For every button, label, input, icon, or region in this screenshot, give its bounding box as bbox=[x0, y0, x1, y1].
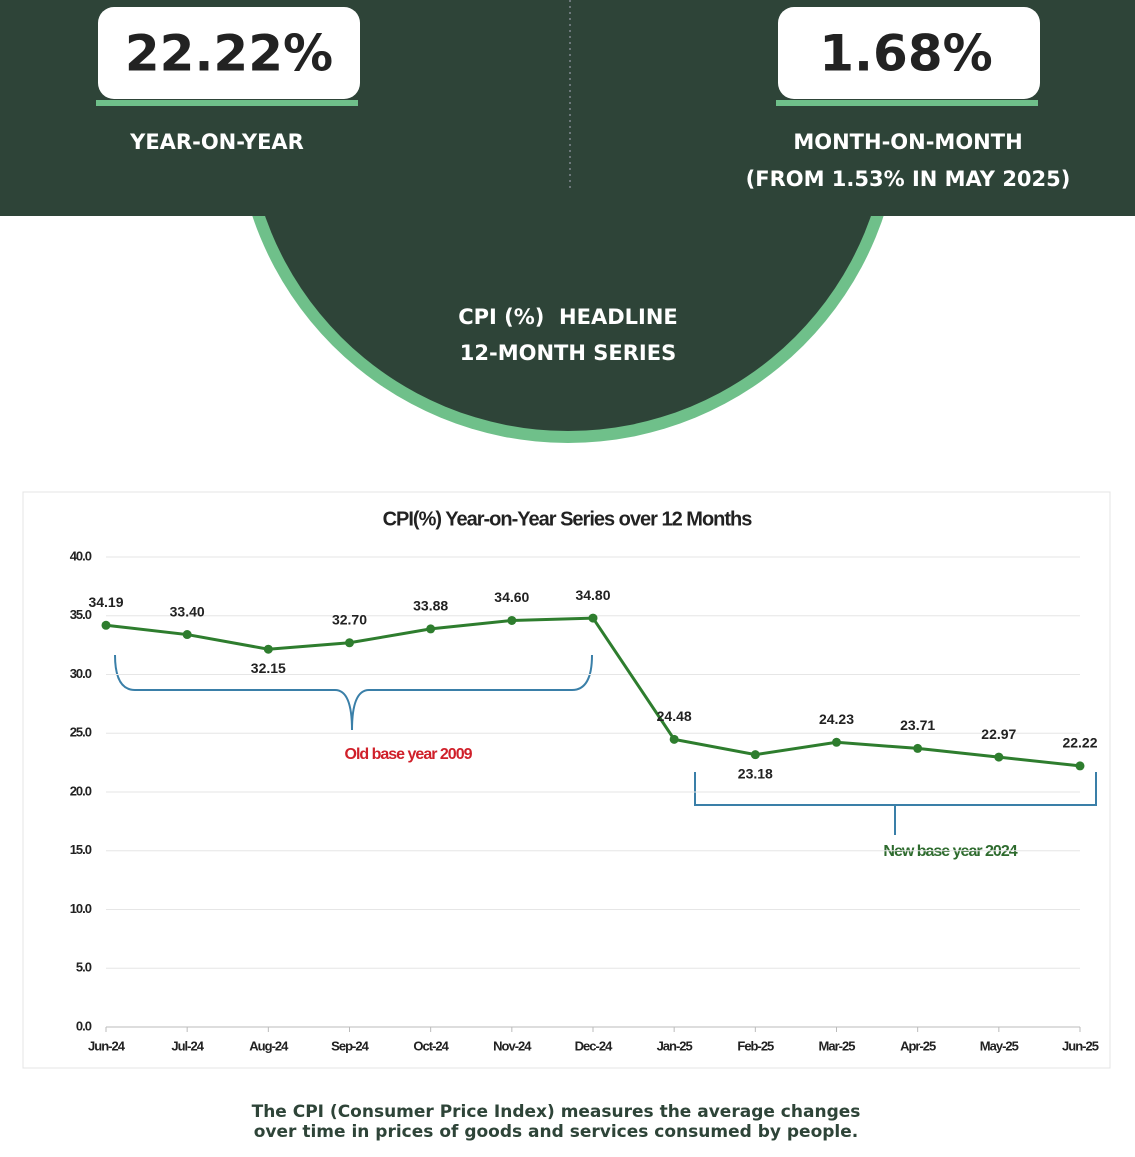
data-label: 32.15 bbox=[251, 660, 286, 676]
old-bracket bbox=[114, 654, 593, 731]
data-label: 22.97 bbox=[981, 726, 1016, 742]
x-tick-label: Feb-25 bbox=[737, 1038, 774, 1053]
point bbox=[1075, 761, 1085, 771]
data-label: 24.48 bbox=[657, 708, 692, 724]
y-tick-label: 10.0 bbox=[70, 901, 92, 916]
y-tick-label: 40.0 bbox=[70, 548, 92, 563]
footer-text: over time in prices of goods and service… bbox=[254, 1122, 859, 1142]
data-label: 34.19 bbox=[88, 594, 123, 610]
point bbox=[669, 734, 679, 744]
point bbox=[101, 620, 111, 630]
yoy-underline bbox=[96, 100, 358, 106]
y-tick-label: 0.0 bbox=[76, 1018, 92, 1033]
yoy-box bbox=[98, 7, 360, 99]
x-tick-label: Aug-24 bbox=[249, 1038, 289, 1053]
point bbox=[345, 638, 354, 648]
data-label: 34.60 bbox=[494, 589, 529, 605]
y-tick-label: 20.0 bbox=[70, 783, 92, 798]
point bbox=[832, 737, 841, 747]
annotation: New base year 2024 bbox=[883, 843, 1017, 860]
y-tick-label: 35.0 bbox=[70, 607, 92, 622]
data-label: 22.22 bbox=[1062, 735, 1097, 751]
x-tick-label: Nov-24 bbox=[493, 1038, 532, 1053]
yoy-value: 22.22% bbox=[125, 25, 333, 83]
mom-underline bbox=[776, 100, 1038, 106]
mom-value: 1.68% bbox=[819, 25, 992, 83]
badge-line: 12-MONTH SERIES bbox=[460, 341, 676, 365]
x-tick-label: Mar-25 bbox=[819, 1038, 856, 1053]
x-tick-label: Jan-25 bbox=[657, 1038, 693, 1053]
yoy-label: YEAR-ON-YEAR bbox=[129, 130, 304, 154]
data-label: 33.40 bbox=[170, 603, 205, 619]
chart-title: CPI(%) Year-on-Year Series over 12 Month… bbox=[383, 508, 753, 530]
data-label: 23.71 bbox=[900, 717, 935, 733]
point bbox=[913, 743, 923, 753]
x-tick-label: Jul-24 bbox=[171, 1038, 204, 1053]
chart-frame bbox=[22, 491, 1111, 1069]
new-bracket bbox=[694, 772, 1097, 835]
point bbox=[750, 750, 760, 760]
y-tick-label: 30.0 bbox=[70, 666, 92, 681]
x-tick-label: Sep-24 bbox=[331, 1038, 369, 1053]
point bbox=[426, 624, 436, 634]
point bbox=[507, 615, 517, 625]
mom-box bbox=[778, 7, 1040, 99]
x-tick-label: Jun-24 bbox=[88, 1038, 126, 1053]
x-tick-label: May-25 bbox=[980, 1038, 1019, 1053]
x-tick-label: Apr-25 bbox=[900, 1038, 936, 1053]
point bbox=[263, 644, 273, 654]
data-label: 23.18 bbox=[738, 765, 773, 781]
point bbox=[588, 613, 598, 623]
y-tick-label: 25.0 bbox=[70, 725, 92, 740]
badge-line: CPI (%) HEADLINE bbox=[458, 305, 678, 329]
x-tick-label: Oct-24 bbox=[413, 1038, 449, 1053]
footer-text: The CPI (Consumer Price Index) measures … bbox=[252, 1102, 861, 1122]
mom-label: MONTH-ON-MONTH bbox=[793, 130, 1022, 154]
data-label: 34.80 bbox=[575, 587, 610, 603]
data-label: 24.23 bbox=[819, 711, 854, 727]
point bbox=[182, 630, 192, 640]
x-tick-label: Jun-25 bbox=[1062, 1038, 1099, 1053]
mom-note: (FROM 1.53% IN MAY 2025) bbox=[746, 167, 1071, 191]
x-tick-label: Dec-24 bbox=[575, 1038, 613, 1053]
y-tick-label: 5.0 bbox=[76, 960, 92, 975]
point bbox=[994, 752, 1004, 762]
y-tick-label: 15.0 bbox=[70, 842, 92, 857]
annotation: Old base year 2009 bbox=[345, 746, 473, 763]
data-label: 32.70 bbox=[332, 611, 367, 627]
data-label: 33.88 bbox=[413, 598, 448, 614]
